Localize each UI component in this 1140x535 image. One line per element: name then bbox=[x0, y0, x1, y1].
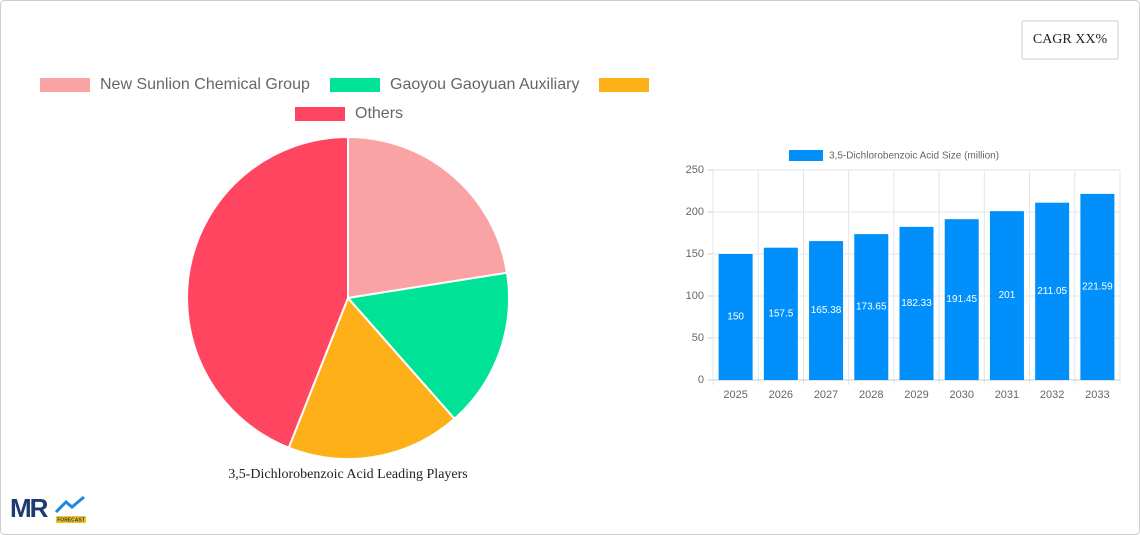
legend-swatch bbox=[789, 150, 823, 161]
y-tick-label: 50 bbox=[692, 332, 704, 344]
logo-arrow bbox=[54, 495, 85, 514]
bar-value-label: 165.38 bbox=[811, 305, 842, 316]
bar-value-label: 173.65 bbox=[856, 302, 887, 313]
legend-swatch bbox=[295, 107, 345, 121]
legend-label: New Sunlion Chemical Group bbox=[100, 76, 310, 93]
logo-mark: MR bbox=[10, 493, 49, 523]
x-tick-label: 2030 bbox=[949, 389, 973, 401]
cagr-box bbox=[1021, 20, 1119, 60]
x-tick-label: 2029 bbox=[904, 389, 928, 401]
bar-value-label: 157.5 bbox=[768, 308, 793, 319]
logo-band bbox=[56, 516, 86, 523]
bar bbox=[989, 211, 1024, 380]
cagr-label: CAGR XX% bbox=[1033, 32, 1108, 47]
bar-value-label: 150 bbox=[727, 312, 744, 323]
bar bbox=[763, 247, 798, 380]
pie-slice bbox=[186, 135, 349, 449]
y-tick-label: 200 bbox=[686, 206, 704, 218]
x-tick-label: 2027 bbox=[814, 389, 838, 401]
bar-value-label: 221.59 bbox=[1082, 282, 1113, 293]
y-tick-label: 0 bbox=[698, 374, 704, 386]
y-tick-label: 100 bbox=[686, 290, 704, 302]
bar-value-label: 182.33 bbox=[901, 298, 932, 309]
legend-swatch bbox=[599, 78, 649, 92]
pie-title: 3,5-Dichlorobenzoic Acid Leading Players bbox=[228, 467, 467, 482]
pie-slice bbox=[347, 135, 509, 300]
bar-value-label: 191.45 bbox=[946, 294, 977, 305]
bar bbox=[854, 234, 889, 380]
logo: MR FORECAST bbox=[10, 493, 86, 523]
x-tick-label: 2032 bbox=[1040, 389, 1064, 401]
x-tick-label: 2025 bbox=[723, 389, 747, 401]
y-tick-label: 250 bbox=[686, 164, 704, 176]
x-tick-label: 2028 bbox=[859, 389, 883, 401]
bar bbox=[1080, 193, 1115, 380]
x-tick-label: 2026 bbox=[769, 389, 793, 401]
legend-label: Others bbox=[355, 105, 403, 122]
bar bbox=[809, 241, 844, 380]
legend-label: Gaoyou Gaoyuan Auxiliary bbox=[390, 76, 579, 93]
bar-value-label: 201 bbox=[999, 290, 1016, 301]
bar bbox=[718, 254, 753, 380]
bar-value-label: 211.05 bbox=[1037, 286, 1067, 297]
bar bbox=[899, 226, 934, 380]
pie-slice bbox=[346, 271, 510, 421]
pie-slice bbox=[287, 296, 456, 460]
logo-sub: FORECAST bbox=[57, 517, 85, 523]
bar bbox=[1035, 202, 1070, 380]
legend-swatch bbox=[40, 78, 90, 92]
y-tick-label: 150 bbox=[686, 248, 704, 260]
x-tick-label: 2033 bbox=[1085, 389, 1109, 401]
legend-label: 3,5-Dichlorobenzoic Acid Size (million) bbox=[829, 151, 999, 162]
bar bbox=[944, 219, 979, 380]
legend-swatch bbox=[330, 78, 380, 92]
x-tick-label: 2031 bbox=[995, 389, 1019, 401]
